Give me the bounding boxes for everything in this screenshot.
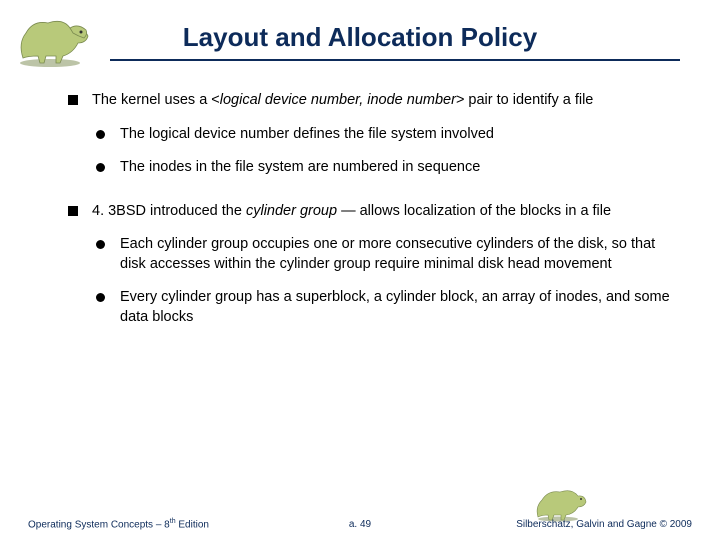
content-area: The kernel uses a <logical device number…	[0, 61, 720, 328]
bullet-1-em: logical device number, inode number	[220, 92, 456, 108]
bullet-2-post: — allows localization of the blocks in a…	[337, 203, 611, 219]
bullet-2: 4. 3BSD introduced the cylinder group — …	[68, 202, 672, 222]
bullet-1-pre: The kernel uses a <	[92, 92, 220, 108]
dinosaur-bottom-image	[530, 482, 590, 522]
footer-left: Operating System Concepts – 8th Edition	[28, 518, 209, 530]
footer-center: a. 49	[349, 519, 371, 530]
bullet-2-em: cylinder group	[246, 203, 337, 219]
bullet-1-sub-1: The logical device number defines the fi…	[96, 125, 672, 145]
bullet-2-sub-1: Each cylinder group occupies one or more…	[96, 235, 672, 274]
footer-left-post: Edition	[176, 519, 209, 530]
bullet-1: The kernel uses a <logical device number…	[68, 91, 672, 111]
footer-left-pre: Operating System Concepts – 8	[28, 519, 170, 530]
bullet-2-sub-2: Every cylinder group has a superblock, a…	[96, 288, 672, 327]
dinosaur-top-image	[8, 8, 98, 68]
slide-title: Layout and Allocation Policy	[183, 22, 537, 53]
bullet-2-pre: 4. 3BSD introduced the	[92, 203, 246, 219]
bullet-1-post: > pair to identify a file	[456, 92, 593, 108]
footer-right: Silberschatz, Galvin and Gagne © 2009	[516, 519, 692, 530]
bullet-1-sub-2: The inodes in the file system are number…	[96, 158, 672, 178]
